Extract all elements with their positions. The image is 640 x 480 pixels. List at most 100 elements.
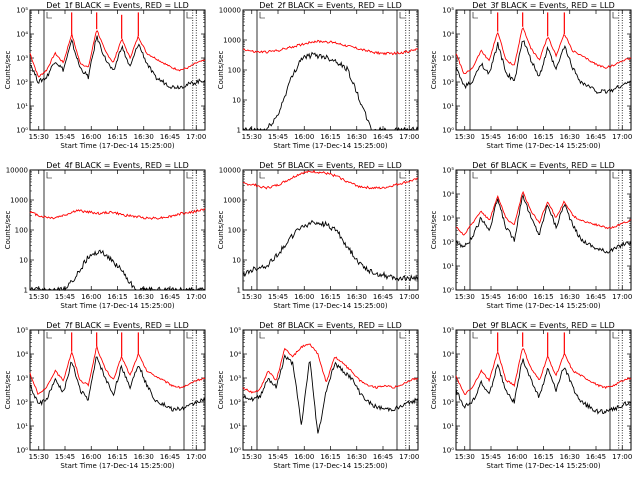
x-tick-label: 16:45 <box>160 133 180 141</box>
y-axis-label: Counts/sec <box>430 371 438 410</box>
y-tick-label: 10000 <box>219 7 241 15</box>
segment-marker <box>259 332 265 339</box>
y-tick-label: 10³ <box>442 215 454 223</box>
x-tick-label: 16:45 <box>586 293 606 301</box>
x-axis-label: Start Time (17-Dec-14 15:25:00) <box>486 142 600 150</box>
x-axis-label: Start Time (17-Dec-14 15:25:00) <box>60 142 174 150</box>
series-lld-red <box>29 30 206 78</box>
y-tick-label: 10¹ <box>442 423 454 431</box>
x-tick-label: 16:15 <box>320 453 340 461</box>
y-axis-label: Counts/sec <box>217 51 225 90</box>
x-tick-label: 16:30 <box>134 293 154 301</box>
x-tick-label: 16:30 <box>347 133 367 141</box>
y-tick-label: 1 <box>237 127 241 135</box>
y-axis-label: Counts/sec <box>217 371 225 410</box>
segment-marker <box>46 12 52 19</box>
x-tick-label: 16:45 <box>373 133 393 141</box>
chart-title: Det_2f BLACK = Events, RED = LLD <box>259 1 402 10</box>
series-events-black <box>242 51 419 132</box>
y-tick-label: 10⁴ <box>442 351 454 359</box>
x-tick-label: 15:45 <box>481 293 501 301</box>
x-tick-label: 17:00 <box>186 293 206 301</box>
x-tick-label: 15:45 <box>55 133 75 141</box>
y-tick-label: 10⁵ <box>16 7 28 15</box>
y-tick-label: 10⁵ <box>442 7 454 15</box>
chart-det-2f: Det_2f BLACK = Events, RED = LLD 1 10 100 10… <box>217 1 419 150</box>
y-tick-label: 10² <box>16 79 28 87</box>
chart-det-5f: Det_5f BLACK = Events, RED = LLD 1 10 100 10… <box>217 161 419 310</box>
x-tick-label: 16:30 <box>560 293 580 301</box>
x-tick-label: 16:00 <box>294 293 314 301</box>
segment-marker <box>186 12 192 19</box>
x-tick-label: 16:15 <box>533 453 553 461</box>
y-tick-label: 10¹ <box>16 103 28 111</box>
chart-title: Det_8f BLACK = Events, RED = LLD <box>259 321 402 330</box>
y-tick-label: 10¹ <box>16 423 28 431</box>
segment-marker <box>612 172 618 179</box>
x-tick-label: 15:30 <box>29 453 49 461</box>
chart-det-9f: Det_9f BLACK = Events, RED = LLD 10⁰ 10¹ 10… <box>430 321 632 470</box>
y-tick-label: 10⁴ <box>16 31 28 39</box>
x-tick-label: 16:15 <box>533 293 553 301</box>
x-tick-label: 16:00 <box>507 453 527 461</box>
segment-marker <box>46 172 52 179</box>
y-tick-label: 10³ <box>229 375 241 383</box>
y-axis-label: Counts/sec <box>4 51 12 90</box>
chart-title: Det_1f BLACK = Events, RED = LLD <box>46 1 189 10</box>
chart-det-4f: Det_4f BLACK = Events, RED = LLD 1 10 100 10… <box>4 161 206 310</box>
y-tick-label: 10³ <box>16 375 28 383</box>
y-tick-label: 10³ <box>442 375 454 383</box>
y-tick-label: 1000 <box>223 197 241 205</box>
x-axis-label: Start Time (17-Dec-14 15:25:00) <box>486 462 600 470</box>
segment-marker <box>612 12 618 19</box>
chart-det-3f: Det_3f BLACK = Events, RED = LLD 10⁰ 10¹ 10… <box>430 1 632 150</box>
x-tick-label: 16:00 <box>81 453 101 461</box>
x-tick-label: 16:00 <box>507 293 527 301</box>
chart-det-6f: Det_6f BLACK = Events, RED = LLD 10⁰ 10¹ 10… <box>430 161 632 310</box>
chart-title: Det_3f BLACK = Events, RED = LLD <box>472 1 615 10</box>
x-tick-label: 15:30 <box>455 453 475 461</box>
segment-marker <box>186 332 192 339</box>
x-axis-label: Start Time (17-Dec-14 15:25:00) <box>273 462 387 470</box>
segment-marker <box>259 12 265 19</box>
x-tick-label: 16:45 <box>373 293 393 301</box>
x-tick-label: 15:30 <box>242 133 262 141</box>
segment-marker <box>472 332 478 339</box>
plot-frame <box>242 329 419 451</box>
series-lld-red <box>242 39 419 56</box>
x-tick-label: 16:45 <box>586 133 606 141</box>
x-tick-label: 16:15 <box>320 293 340 301</box>
series-lld-red <box>29 346 206 395</box>
y-tick-label: 10⁴ <box>442 191 454 199</box>
x-tick-label: 16:15 <box>107 133 127 141</box>
x-tick-label: 16:00 <box>507 133 527 141</box>
chart-title: Det_5f BLACK = Events, RED = LLD <box>259 161 402 170</box>
series-lld-red <box>242 343 419 394</box>
x-tick-label: 17:00 <box>399 453 419 461</box>
series-events-black <box>242 353 419 434</box>
x-tick-label: 15:45 <box>268 453 288 461</box>
y-tick-label: 10⁵ <box>442 167 454 175</box>
plot-frame <box>29 169 206 291</box>
y-tick-label: 10⁴ <box>16 351 28 359</box>
y-tick-label: 10² <box>442 79 454 87</box>
plot-frame <box>455 9 632 131</box>
x-tick-label: 16:00 <box>294 133 314 141</box>
x-tick-label: 16:30 <box>560 133 580 141</box>
x-tick-label: 16:45 <box>160 453 180 461</box>
x-axis-label: Start Time (17-Dec-14 15:25:00) <box>486 302 600 310</box>
plot-frame <box>455 169 632 291</box>
series-lld-red <box>29 208 206 220</box>
x-axis-label: Start Time (17-Dec-14 15:25:00) <box>60 302 174 310</box>
series-events-black <box>455 358 632 415</box>
y-tick-label: 10⁰ <box>442 447 454 455</box>
y-tick-label: 10¹ <box>442 103 454 111</box>
y-tick-label: 10² <box>442 399 454 407</box>
x-tick-label: 15:30 <box>455 293 475 301</box>
y-tick-label: 100 <box>15 227 28 235</box>
series-lld-red <box>242 169 419 190</box>
y-tick-label: 10³ <box>442 55 454 63</box>
x-tick-label: 16:45 <box>373 453 393 461</box>
x-tick-label: 15:45 <box>268 293 288 301</box>
